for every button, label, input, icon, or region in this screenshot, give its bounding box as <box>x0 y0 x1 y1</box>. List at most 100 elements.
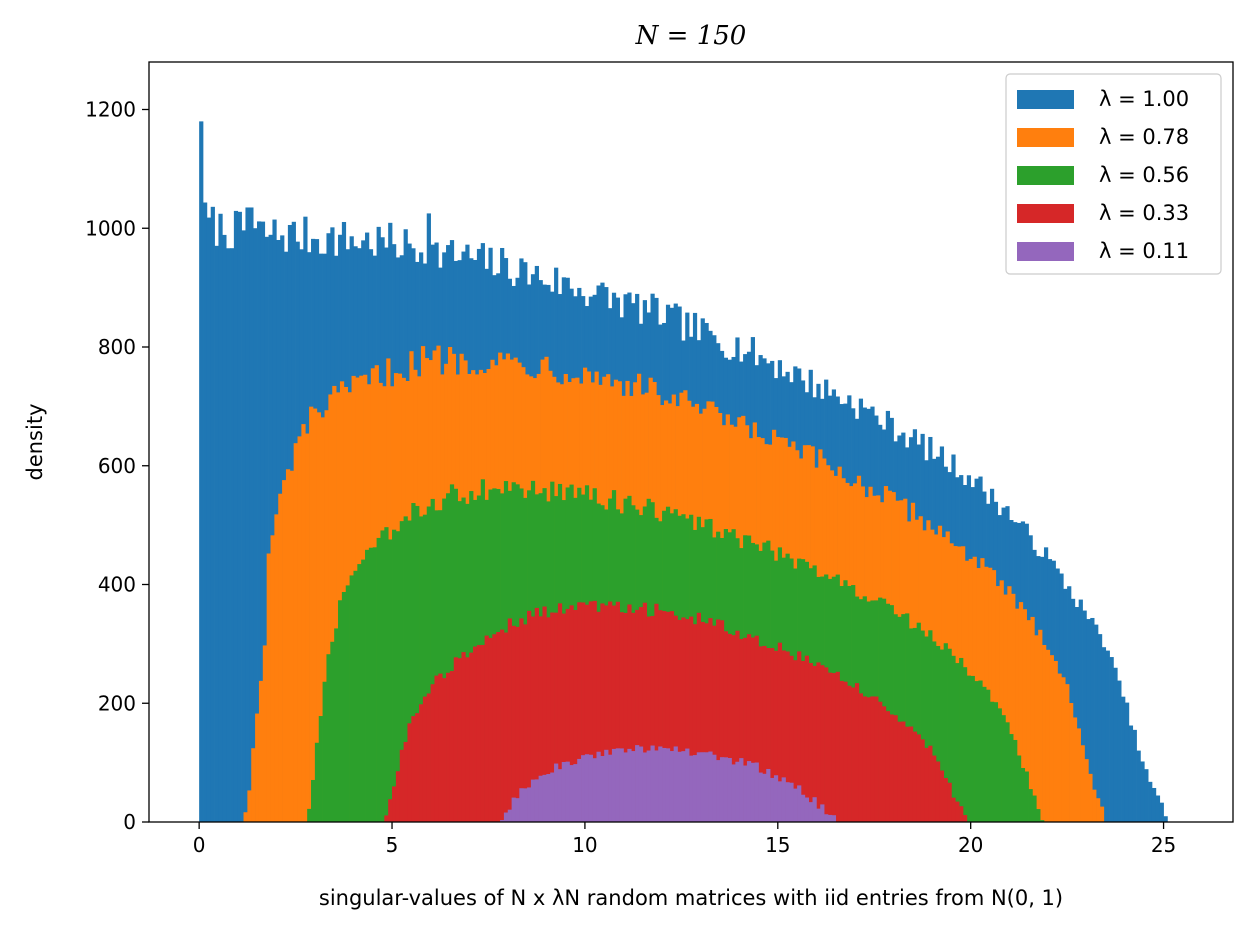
histogram-bar <box>264 236 269 822</box>
legend-swatch <box>1017 204 1074 223</box>
histogram-bar <box>739 758 744 822</box>
histogram-bar <box>905 726 910 822</box>
histogram-bar <box>905 613 910 822</box>
histogram-bar <box>1009 734 1014 822</box>
histogram-bar <box>889 714 894 822</box>
histogram-bar <box>581 755 586 822</box>
histogram-bar <box>326 654 331 822</box>
y-tick-label: 800 <box>98 335 136 359</box>
histogram-bar <box>584 604 590 822</box>
histogram-bar <box>500 629 505 822</box>
histogram-bar <box>241 230 246 822</box>
histogram-bar <box>314 742 320 822</box>
histogram-bar <box>831 815 837 822</box>
histogram-bar <box>1005 722 1010 822</box>
histogram-bar <box>278 493 283 822</box>
histogram-bar <box>943 643 948 822</box>
histogram-bar <box>507 809 512 822</box>
histogram-bar <box>1117 680 1122 822</box>
y-tick-label: 400 <box>98 573 136 597</box>
histogram-bar <box>546 617 551 822</box>
histogram-bar <box>712 625 717 822</box>
histogram-bar <box>461 652 466 822</box>
histogram-bar <box>1018 602 1024 822</box>
plot-frame <box>148 61 1234 823</box>
histogram-bar <box>808 802 813 822</box>
histogram-bar <box>1078 599 1083 822</box>
histogram-bar <box>685 748 690 822</box>
histogram-bar <box>1140 761 1145 822</box>
histogram-bar <box>1020 768 1026 822</box>
histogram-bar <box>750 762 755 822</box>
histogram-bar <box>631 751 636 822</box>
histogram-bar <box>338 600 343 822</box>
histogram-bar <box>785 651 790 822</box>
histogram-bar <box>449 671 455 822</box>
histogram-bar <box>226 248 231 822</box>
histogram-bar <box>1151 787 1157 822</box>
histogram-bar <box>789 782 794 822</box>
histogram-bar <box>430 498 435 822</box>
histogram-bar <box>1128 725 1134 822</box>
legend-swatch <box>1017 166 1074 185</box>
histogram-bar <box>874 696 879 822</box>
histogram-bar <box>415 713 420 822</box>
histogram-bar <box>237 211 242 822</box>
histogram-bar <box>1109 657 1114 822</box>
x-tick-label: 5 <box>386 833 399 857</box>
histogram-bar <box>557 603 563 822</box>
histogram-bar <box>519 788 524 822</box>
histogram-bar <box>411 503 416 822</box>
x-tick-label: 15 <box>765 833 790 857</box>
histogram-bar <box>527 787 532 822</box>
histogram-bar <box>395 771 401 822</box>
histogram-bar <box>658 746 663 822</box>
histogram-bar <box>1057 673 1062 822</box>
histogram-bar <box>1001 715 1006 822</box>
histogram-bar <box>689 755 694 822</box>
histogram-bar <box>611 748 617 822</box>
histogram-bar <box>758 646 763 822</box>
histogram-bar <box>554 612 559 822</box>
histogram-bar <box>307 808 312 822</box>
histogram-bar <box>731 635 736 822</box>
histogram-bar <box>577 602 582 822</box>
histogram-bar <box>1026 620 1031 822</box>
histogram-bar <box>627 748 632 822</box>
histogram-bar <box>249 207 254 823</box>
histogram-bar <box>881 706 887 822</box>
histogram-bar <box>793 660 798 822</box>
histogram-bar <box>746 634 752 822</box>
histogram-bar <box>1084 759 1089 822</box>
histogram-bar <box>274 514 279 822</box>
histogram-bar <box>766 648 771 822</box>
legend-label: λ = 0.33 <box>1099 201 1189 225</box>
histogram-bar <box>1092 789 1097 822</box>
histogram-bar <box>1042 645 1047 822</box>
histogram-bar <box>665 748 671 822</box>
histogram-bar <box>901 614 906 822</box>
histogram-bar <box>357 564 362 822</box>
histogram-bar <box>384 815 389 822</box>
histogram-bar <box>473 646 478 822</box>
histogram-bar <box>266 553 271 822</box>
histogram-bar <box>793 788 798 822</box>
histogram-bar <box>457 658 462 822</box>
histogram-bar <box>349 575 354 822</box>
histogram-bar <box>928 745 933 822</box>
histogram-bar <box>584 754 590 822</box>
histogram-bar <box>434 675 439 822</box>
histogram-bar <box>943 778 948 822</box>
histogram-bar <box>804 797 810 822</box>
histogram-bar <box>218 213 223 822</box>
y-tick-label: 1000 <box>85 216 136 240</box>
histogram-bar <box>989 701 995 822</box>
histogram-bar <box>951 797 956 822</box>
histogram-bar <box>596 611 601 822</box>
histogram-bar <box>1038 629 1043 822</box>
histogram-bar <box>1045 649 1051 822</box>
histogram-bar <box>820 665 825 822</box>
histogram-bar <box>754 762 759 822</box>
histogram-bar <box>399 521 404 822</box>
histogram-bar <box>1094 624 1099 822</box>
